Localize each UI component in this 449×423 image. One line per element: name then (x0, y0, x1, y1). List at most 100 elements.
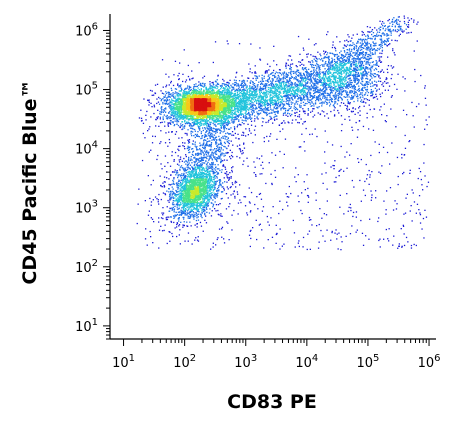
event-dot (206, 201, 208, 203)
event-dot (378, 34, 380, 37)
event-dot (268, 84, 270, 86)
event-dot (420, 74, 422, 77)
event-dot (349, 67, 351, 69)
event-dot (341, 83, 343, 85)
event-dot (184, 81, 187, 83)
event-dot (243, 115, 245, 117)
event-dot (326, 89, 328, 91)
event-dot (197, 164, 199, 166)
event-dot (279, 78, 281, 80)
event-dot (329, 72, 331, 74)
event-dot (298, 116, 301, 118)
event-dot (187, 75, 190, 78)
event-dot (253, 129, 256, 131)
event-dot (403, 20, 406, 23)
event-dot (285, 76, 288, 78)
event-dot (344, 51, 346, 53)
event-dot (331, 230, 333, 233)
event-dot (327, 99, 329, 101)
event-dot (251, 72, 253, 74)
event-dot (299, 110, 301, 112)
event-dot (377, 71, 380, 73)
event-dot (325, 75, 327, 78)
event-dot (323, 65, 325, 67)
event-dot (272, 93, 274, 95)
event-dot (336, 62, 339, 65)
event-dot (232, 86, 234, 89)
event-dot (165, 73, 167, 75)
event-dot (333, 74, 335, 76)
event-dot (353, 95, 355, 97)
event-dot (317, 112, 319, 114)
event-dot (269, 98, 271, 100)
event-dot (211, 194, 213, 197)
event-dot (257, 208, 259, 210)
event-dot (319, 97, 321, 100)
event-dot (222, 135, 224, 138)
event-dot (247, 77, 249, 79)
event-dot (216, 139, 218, 141)
event-dot (153, 94, 155, 96)
event-dot (273, 90, 275, 93)
event-dot (159, 118, 161, 120)
event-dot (182, 177, 185, 180)
event-dot (196, 123, 198, 125)
event-dot (193, 123, 195, 125)
event-dot (182, 226, 184, 228)
event-dot (184, 142, 186, 144)
event-dot (356, 33, 358, 35)
event-dot (335, 63, 337, 65)
event-dot (350, 64, 353, 66)
event-dot (212, 122, 214, 124)
event-dot (174, 214, 176, 216)
event-dot (181, 160, 183, 162)
event-dot (371, 92, 373, 94)
event-dot (325, 214, 328, 216)
event-dot (386, 38, 388, 40)
event-dot (220, 215, 222, 217)
event-dot (192, 131, 194, 133)
event-dot (338, 55, 340, 57)
event-dot (223, 83, 225, 85)
event-dot (296, 94, 298, 96)
event-dot (353, 77, 355, 79)
event-dot (327, 73, 329, 75)
event-dot (372, 53, 375, 55)
event-dot (170, 192, 172, 194)
event-dot (302, 72, 305, 75)
event-dot (149, 89, 152, 92)
event-dot (381, 92, 383, 94)
event-dot (212, 152, 215, 154)
event-dot (208, 131, 210, 133)
event-dot (224, 122, 226, 124)
event-dot (383, 238, 385, 240)
event-dot (360, 73, 362, 75)
event-dot (224, 146, 226, 148)
event-dot (330, 83, 332, 85)
event-dot (349, 65, 351, 67)
event-dot (210, 154, 212, 156)
event-dot (288, 196, 290, 198)
event-dot (302, 88, 304, 90)
event-dot (309, 87, 311, 89)
event-dot (383, 33, 385, 35)
event-dot (185, 163, 187, 165)
event-dot (231, 229, 233, 231)
event-dot (324, 100, 327, 102)
event-dot (211, 82, 213, 84)
event-dot (288, 94, 290, 96)
event-dot (363, 85, 365, 87)
event-dot (306, 74, 308, 76)
event-dot (187, 145, 189, 147)
event-dot (360, 63, 362, 65)
event-dot (148, 104, 150, 106)
event-dot (318, 81, 321, 83)
event-dot (228, 179, 230, 181)
event-dot (252, 99, 254, 101)
event-dot (353, 47, 356, 49)
event-dot (216, 87, 218, 90)
event-dot (381, 49, 384, 51)
event-dot (300, 74, 302, 76)
event-dot (397, 16, 400, 18)
event-dot (241, 81, 243, 83)
